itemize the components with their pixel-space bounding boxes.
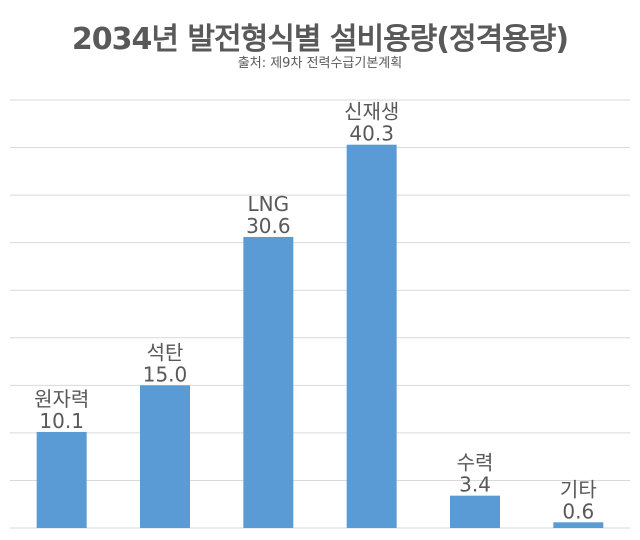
value-label: 30.6 (246, 214, 291, 238)
value-label: 15.0 (143, 362, 188, 386)
chart-title: 2034년 발전형식별 설비용량(정격용량) (71, 22, 569, 57)
category-label: LNG (248, 192, 290, 216)
value-label: 10.1 (39, 409, 84, 433)
category-label: 수력 (457, 451, 494, 475)
chart-subtitle: 출처: 제9차 전력수급기본계획 (237, 56, 403, 71)
bar-1 (36, 431, 87, 528)
value-label: 0.6 (562, 499, 594, 523)
value-label: 3.4 (459, 473, 491, 497)
category-label: 기타 (560, 477, 597, 501)
category-label: 신재생 (344, 100, 399, 124)
bar-2 (140, 385, 190, 528)
bar-3 (243, 236, 294, 528)
bars (36, 144, 604, 529)
category-label: 원자력 (34, 387, 89, 411)
bar-5 (450, 495, 500, 528)
value-label: 40.3 (349, 122, 394, 146)
bar-4 (346, 144, 397, 529)
grid-lines (10, 99, 630, 529)
category-label: 석탄 (147, 340, 184, 364)
bar-6 (553, 522, 604, 528)
